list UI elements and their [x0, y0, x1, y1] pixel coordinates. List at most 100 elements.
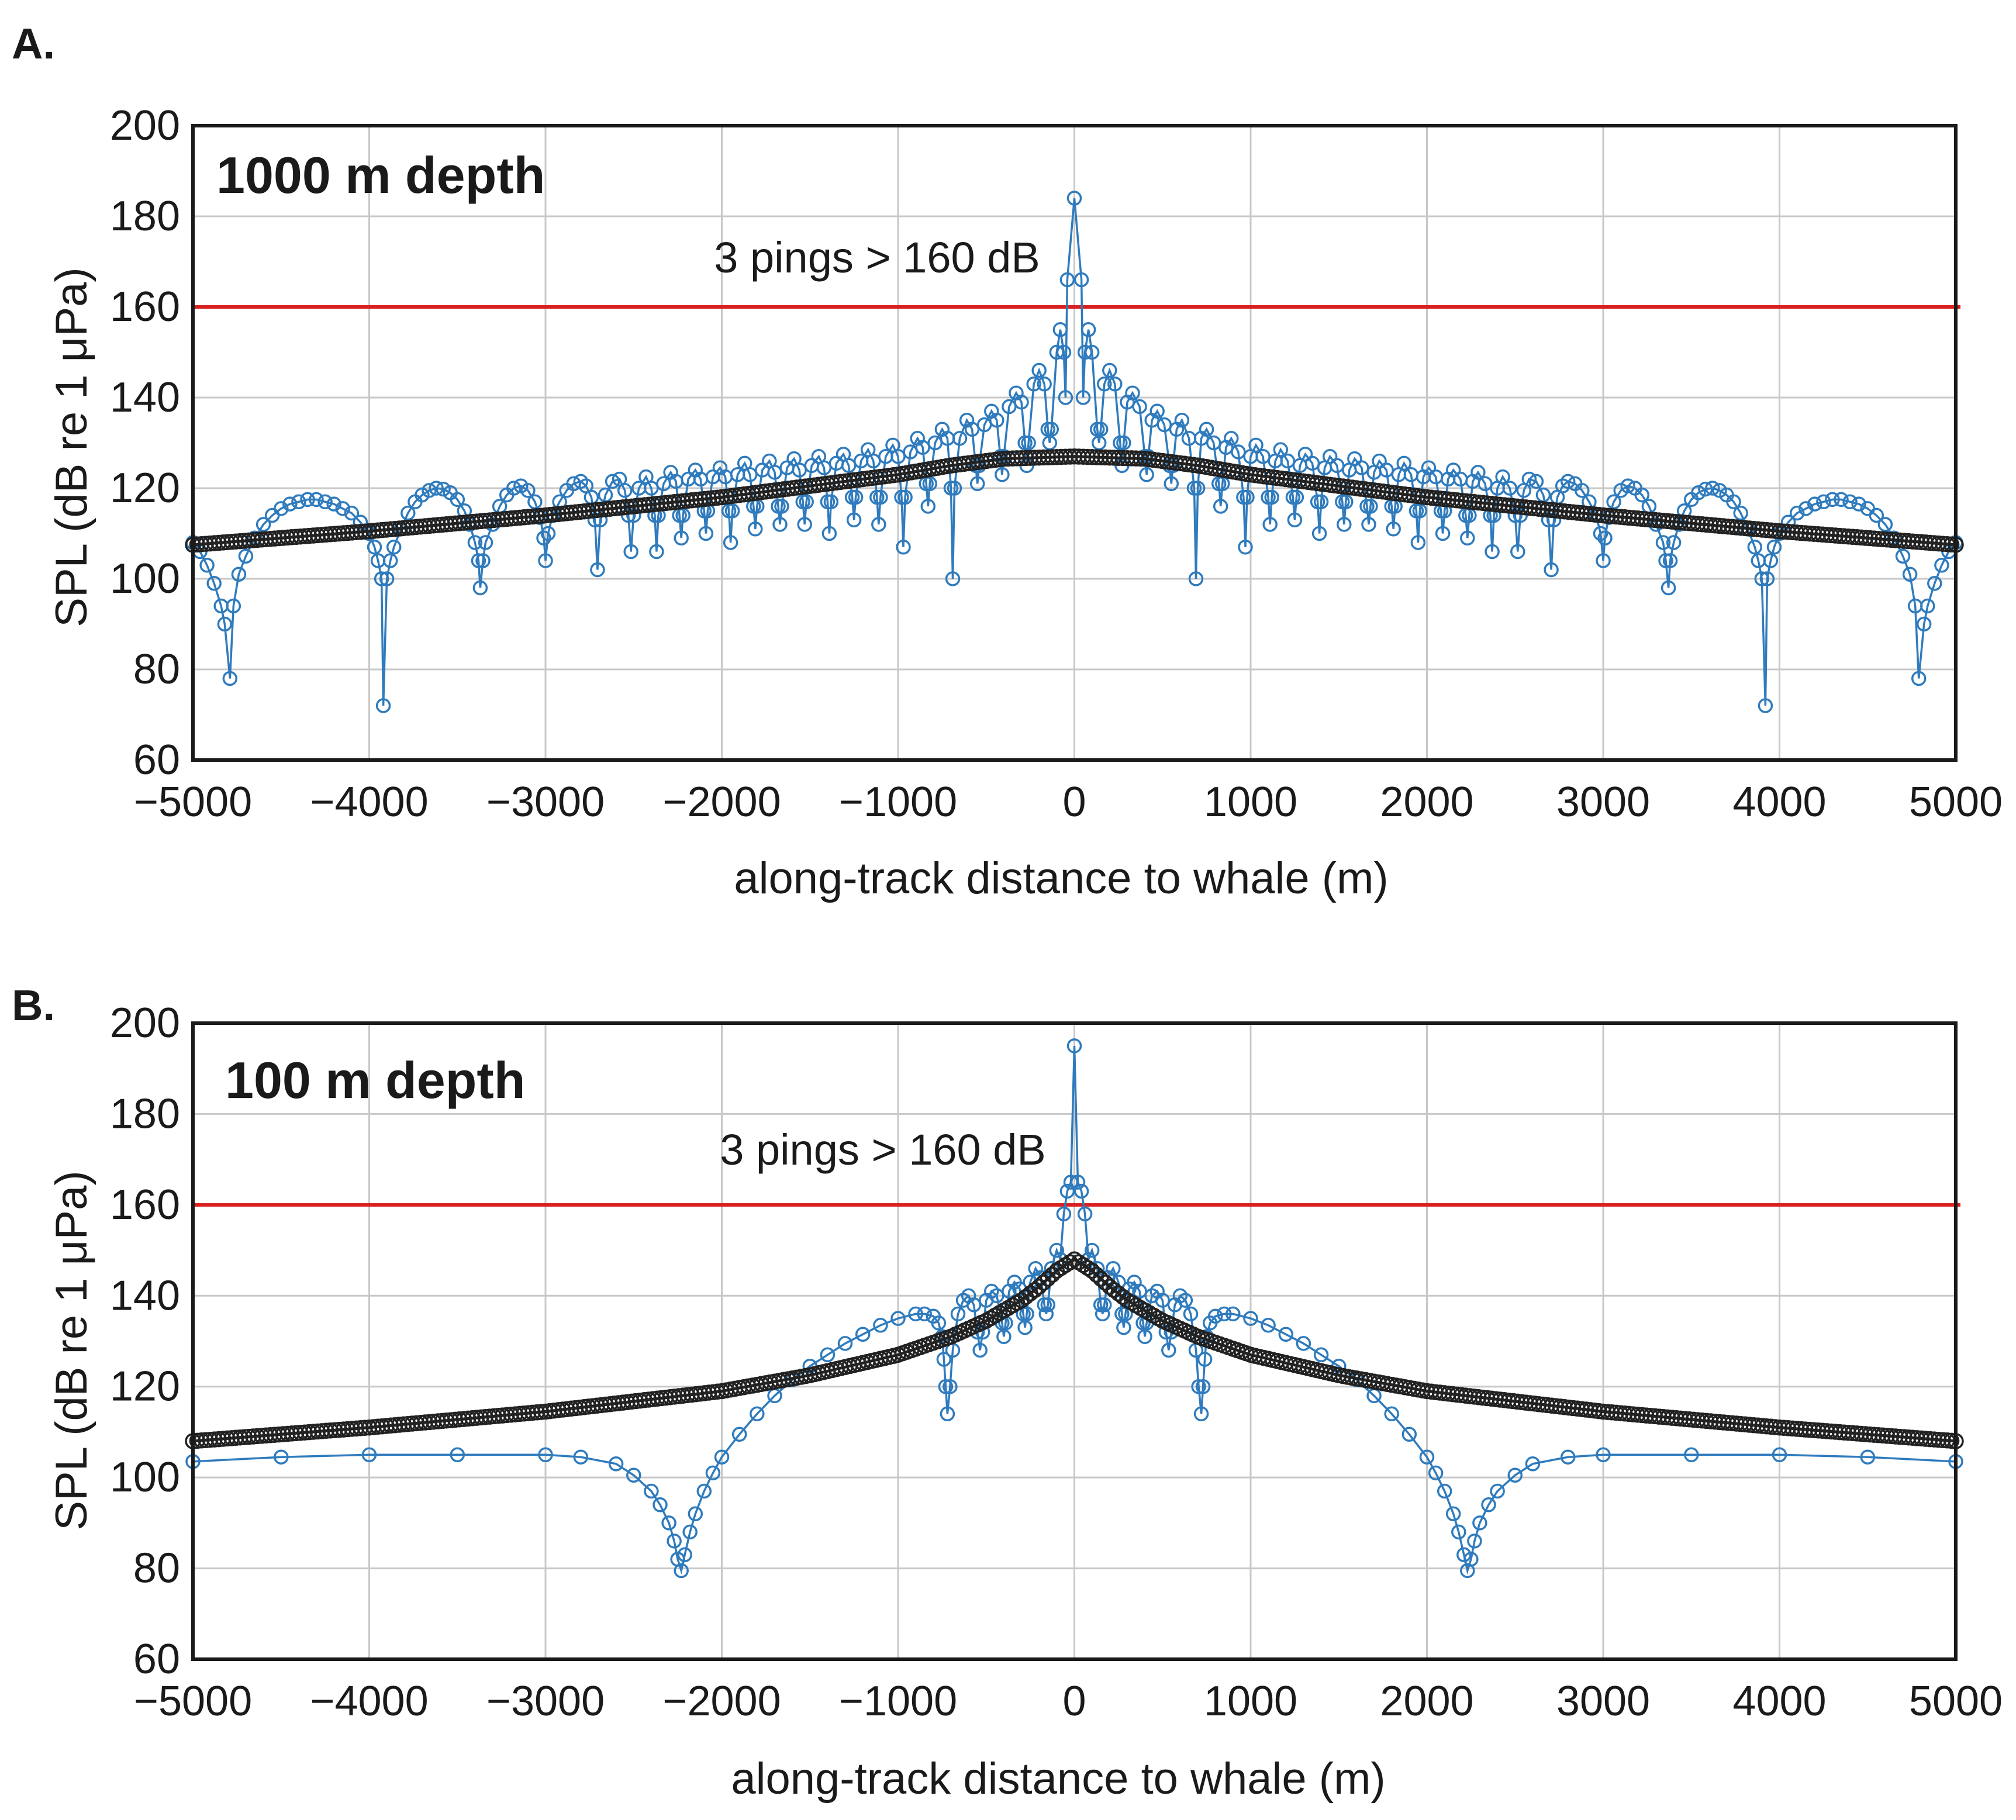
data-point: [1311, 526, 1327, 541]
data-point: [972, 1342, 988, 1358]
data-point: [1240, 489, 1255, 505]
y-tick-label: 200: [110, 102, 180, 149]
data-point: [873, 489, 888, 505]
data-point: [1759, 571, 1775, 586]
data-point: [1927, 576, 1942, 591]
data-point: [1261, 1318, 1276, 1333]
data-point: [1658, 553, 1673, 568]
data-point: [1691, 485, 1706, 500]
data-point: [429, 481, 444, 496]
data-point: [1445, 1506, 1461, 1522]
data-point: [696, 1483, 712, 1499]
data-point: [1338, 494, 1354, 510]
data-point: [309, 492, 324, 507]
data-point: [1199, 422, 1214, 437]
data-point: [1097, 377, 1112, 392]
data-point: [1070, 1175, 1086, 1190]
data-point: [774, 499, 789, 514]
data-point: [1031, 362, 1047, 378]
data-point: [1264, 489, 1279, 505]
data-point: [1396, 455, 1412, 471]
chart-title: 100 m depth: [225, 1051, 525, 1109]
data-point: [1164, 476, 1179, 492]
y-tick-label: 160: [110, 284, 180, 330]
x-tick-label: −2000: [662, 1678, 781, 1725]
data-point: [682, 1524, 698, 1540]
data-point: [1895, 548, 1911, 564]
y-tick-label: 160: [110, 1182, 180, 1228]
panel-b: B. 60 80 100 120 140 160 180 200 −5000 −4000 −300…: [12, 981, 2003, 1804]
data-point: [799, 494, 814, 510]
data-point: [848, 489, 864, 505]
data-point: [1412, 503, 1428, 519]
x-axis-label: along-track distance to whale (m): [734, 854, 1388, 903]
data-point: [573, 1449, 589, 1465]
data-point: [940, 1406, 955, 1422]
data-point: [871, 517, 886, 532]
data-point: [1860, 1449, 1876, 1465]
data-point: [1347, 451, 1362, 467]
data-point: [841, 458, 857, 474]
data-point: [1463, 1552, 1479, 1567]
y-axis-label: SPL (dB re 1 μPa): [47, 267, 96, 627]
data-point: [1481, 1497, 1496, 1512]
x-tick-label: 5000: [1909, 779, 2003, 826]
x-tick-label: −4000: [310, 779, 428, 826]
data-point: [238, 548, 254, 564]
data-point: [1363, 499, 1378, 514]
data-point: [1188, 571, 1204, 586]
data-point: [846, 512, 862, 528]
data-point: [472, 580, 488, 596]
y-tick-label: 60: [133, 737, 180, 783]
data-point: [649, 544, 664, 560]
data-point: [1077, 344, 1093, 360]
data-point: [1052, 322, 1068, 337]
data-point: [823, 494, 839, 510]
data-point: [989, 1288, 1004, 1304]
data-point: [1084, 1242, 1100, 1258]
data-point: [1445, 462, 1461, 478]
panel-label: A.: [12, 19, 55, 68]
data-point: [748, 522, 763, 537]
data-point: [1195, 1379, 1211, 1394]
x-tick-label: 3000: [1556, 1678, 1650, 1725]
x-axis-label: along-track distance to whale (m): [731, 1754, 1385, 1804]
data-point: [450, 492, 465, 507]
x-tick-label: 5000: [1909, 1678, 2003, 1725]
x-tick-label: 2000: [1380, 779, 1473, 826]
data-point: [1097, 1297, 1112, 1313]
data-point: [938, 1379, 954, 1394]
data-point: [361, 1447, 377, 1463]
y-tick-label: 100: [110, 555, 180, 602]
data-point: [274, 501, 289, 516]
data-point: [226, 598, 241, 614]
data-point: [896, 540, 911, 555]
data-point: [335, 501, 351, 516]
threshold-annotation: 3 pings > 160 dB: [714, 233, 1040, 282]
x-tick-label: −3000: [486, 779, 605, 826]
data-point: [590, 562, 605, 578]
data-point: [1049, 344, 1065, 360]
data-point: [750, 1406, 765, 1422]
data-point: [1132, 399, 1147, 415]
data-point: [705, 1465, 721, 1481]
data-point: [964, 422, 980, 437]
data-point: [1073, 1183, 1089, 1199]
panel-label: B.: [12, 981, 55, 1030]
data-point: [995, 467, 1010, 482]
data-point: [797, 517, 812, 532]
data-point: [1410, 535, 1426, 550]
data-point: [1197, 1352, 1213, 1367]
y-tick-label: 140: [110, 374, 180, 421]
series-black: [185, 1251, 1964, 1449]
data-point: [1661, 580, 1676, 596]
data-point: [1059, 1183, 1075, 1199]
data-point: [1095, 1306, 1110, 1322]
data-point: [436, 481, 451, 497]
data-point: [1460, 530, 1475, 546]
data-point: [917, 1306, 932, 1322]
data-point: [1066, 1038, 1082, 1054]
data-point: [1174, 413, 1190, 428]
data-point: [644, 1483, 659, 1499]
data-point: [1157, 417, 1172, 433]
